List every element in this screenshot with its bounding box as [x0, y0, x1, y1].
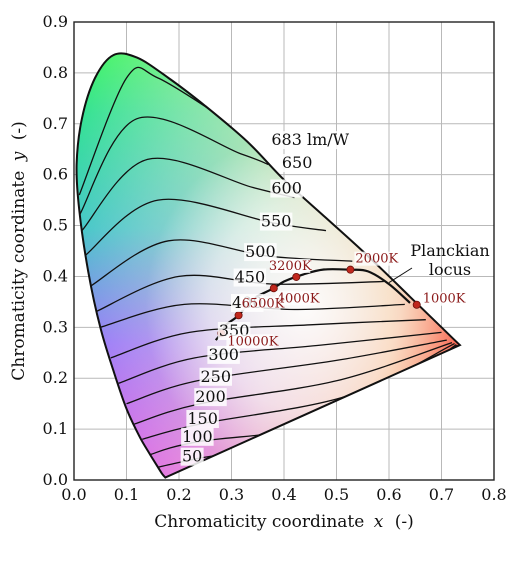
efficacy-label-bg [194, 388, 227, 407]
efficacy-label-text: 100 [182, 427, 213, 446]
efficacy-contour-line [110, 319, 426, 359]
x-tick-label: 0.2 [166, 485, 191, 504]
efficacy-label-bg [207, 345, 240, 364]
y-tick-label: 0.5 [43, 216, 68, 235]
planckian-label-line2: locus [429, 260, 471, 279]
x-tick-label: 0.1 [114, 485, 139, 504]
temperature-label-bg [275, 291, 316, 306]
efficacy-label-text: 600 [271, 178, 302, 197]
efficacy-label-text: 650 [282, 153, 313, 172]
temperature-label-bg [421, 291, 462, 306]
efficacy-label-text: 550 [261, 212, 292, 231]
efficacy-label-bg [270, 131, 351, 150]
y-tick-label: 0.1 [43, 419, 68, 438]
efficacy-label-text: 200 [195, 387, 226, 406]
planckian-leader-line [388, 267, 413, 283]
efficacy-contour-line [84, 198, 327, 257]
efficacy-label-bg [270, 179, 303, 198]
spectral-locus-outline [75, 52, 462, 479]
planckian-point [412, 300, 421, 309]
efficacy-label: 300 [207, 345, 240, 364]
efficacy-label-text: 150 [187, 409, 218, 428]
temperature-label: 10000K [226, 334, 279, 349]
temperature-label-text: 2000K [355, 252, 398, 267]
y-tick-labels: 0.0 0.1 0.2 0.3 0.4 0.5 0.6 0.7 0.8 0.9 [43, 12, 68, 489]
efficacy-label-bg [233, 268, 267, 287]
efficacy-label-text: 500 [245, 242, 276, 261]
x-tick-label: 0.5 [324, 485, 349, 504]
planckian-point [346, 265, 355, 274]
efficacy-label: 250 [199, 367, 232, 386]
temperature-label: 2000K [354, 252, 398, 267]
efficacy-contour-line [78, 66, 232, 196]
efficacy-label: 150 [186, 409, 219, 429]
efficacy-contour-line [134, 341, 453, 425]
efficacy-contour-line [118, 331, 442, 384]
planckian-point [292, 272, 301, 281]
efficacy-label: 100 [181, 427, 214, 446]
efficacy-label-bg [181, 427, 214, 446]
efficacy-label: 50 [180, 447, 204, 466]
efficacy-label-text: 250 [200, 367, 231, 386]
temperature-label-text: 1000K [423, 292, 466, 307]
planckian-locus-label: Planckian locus [410, 241, 489, 279]
efficacy-label: 500 [244, 242, 277, 261]
efficacy-contour-line [89, 239, 353, 288]
plot-frame [73, 21, 495, 481]
efficacy-label-bg [280, 154, 314, 173]
efficacy-label-bg [244, 243, 277, 262]
efficacy-label: 450 [233, 268, 267, 287]
temperature-label-text: 10000K [227, 334, 278, 349]
efficacy-label-bg [186, 410, 219, 429]
efficacy-label-text: 50 [182, 447, 202, 466]
x-tick-label: 0.4 [271, 485, 296, 504]
efficacy-label-bg [199, 367, 232, 386]
efficacy-contour-line [78, 116, 269, 216]
x-tick-label: 0.3 [219, 485, 244, 504]
y-tick-label: 0.3 [43, 317, 68, 336]
efficacy-label-bg [259, 212, 293, 231]
planckian-label-line1: Planckian [410, 241, 489, 260]
y-tick-label: 0.9 [43, 12, 68, 31]
y-tick-label: 0.7 [43, 114, 68, 133]
temperature-label-bg [226, 334, 274, 349]
x-tick-label: 0.0 [61, 485, 86, 504]
y-tick-label: 0.0 [43, 470, 68, 489]
efficacy-label-text: 683 lm/W [271, 130, 349, 149]
planckian-point [234, 311, 243, 320]
efficacy-label: 600 [270, 178, 303, 198]
temperature-label-text: 3200K [269, 259, 312, 274]
efficacy-label: 683 lm/W [270, 130, 351, 150]
temperature-label-bg [240, 296, 281, 311]
temperature-label-bg [354, 251, 395, 266]
efficacy-label: 550 [259, 212, 293, 231]
x-tick-label: 0.6 [376, 485, 401, 504]
temperature-label: 1000K [421, 291, 466, 307]
x-axis-title: Chromaticity coordinate x (-) [154, 512, 413, 532]
x-tick-label: 0.8 [481, 485, 506, 504]
y-axis-title: Chromaticity coordinate y (-) [9, 121, 29, 381]
temperature-label-text: 4000K [277, 291, 320, 306]
efficacy-label-bg [180, 447, 204, 466]
temperature-label: 4000K [275, 291, 320, 306]
efficacy-label: 200 [194, 387, 227, 407]
x-tick-labels: 0.0 0.1 0.2 0.3 0.4 0.5 0.6 0.7 0.8 [61, 485, 506, 504]
temperature-label-text: 6500K [242, 296, 285, 311]
efficacy-contour-line [126, 339, 447, 405]
efficacy-contour-line [94, 274, 384, 313]
efficacy-label-text: 450 [235, 268, 266, 287]
efficacy-label-text: 300 [208, 345, 239, 364]
y-tick-label: 0.2 [43, 368, 68, 387]
temperature-label-bg [270, 258, 311, 273]
efficacy-label: 650 [280, 153, 314, 173]
y-tick-label: 0.8 [43, 63, 68, 82]
planckian-point [269, 284, 278, 293]
y-tick-label: 0.6 [43, 165, 68, 184]
temperature-label: 6500K [240, 296, 285, 311]
x-tick-label: 0.7 [429, 485, 454, 504]
y-tick-label: 0.4 [43, 266, 68, 285]
temperature-label: 3200K [269, 258, 312, 274]
